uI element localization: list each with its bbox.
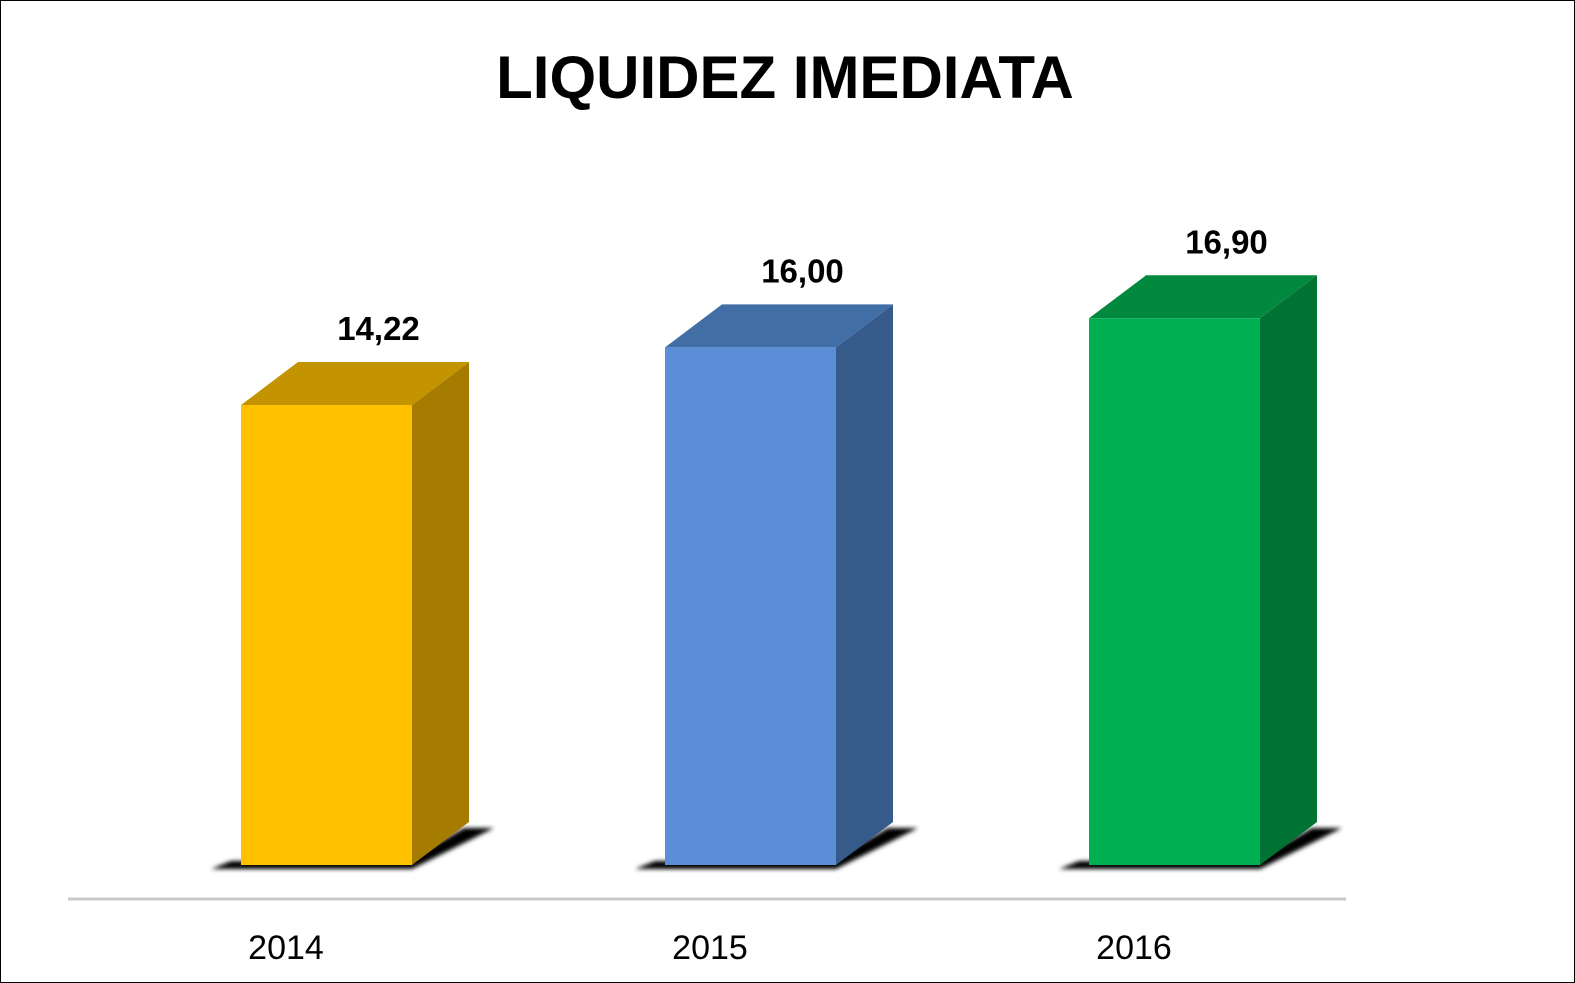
- bar-shadow-2014: [211, 828, 494, 869]
- labels-layer: 14,22 2014 16,00 2015 16,90 2016: [248, 223, 1268, 967]
- bar-front-2016: [1089, 318, 1260, 866]
- bar-side-2015: [836, 304, 893, 865]
- bar-top-2016: [1089, 275, 1317, 319]
- bar-front-2015: [665, 347, 836, 865]
- bar-shadow-2015: [635, 828, 918, 869]
- bar-2015: [635, 304, 918, 869]
- bar-side-2016: [1260, 275, 1317, 866]
- x-tick-label-2016: 2016: [1096, 929, 1172, 967]
- bar-shadow-2016: [1059, 828, 1342, 869]
- bar-2016: [1059, 275, 1342, 869]
- bar-top-2014: [241, 362, 469, 405]
- chart-title: LIQUIDEZ IMEDIATA: [496, 44, 1074, 111]
- bar-2014: [211, 362, 494, 869]
- bar-front-2014: [241, 405, 412, 865]
- x-tick-label-2014: 2014: [248, 929, 324, 967]
- x-tick-label-2015: 2015: [672, 929, 748, 967]
- bars-layer: [211, 275, 1342, 869]
- data-label-2014: 14,22: [337, 310, 420, 347]
- data-label-2016: 16,90: [1185, 223, 1268, 260]
- bar-side-2014: [412, 362, 469, 865]
- bar-top-2015: [665, 304, 893, 348]
- data-label-2015: 16,00: [761, 252, 844, 289]
